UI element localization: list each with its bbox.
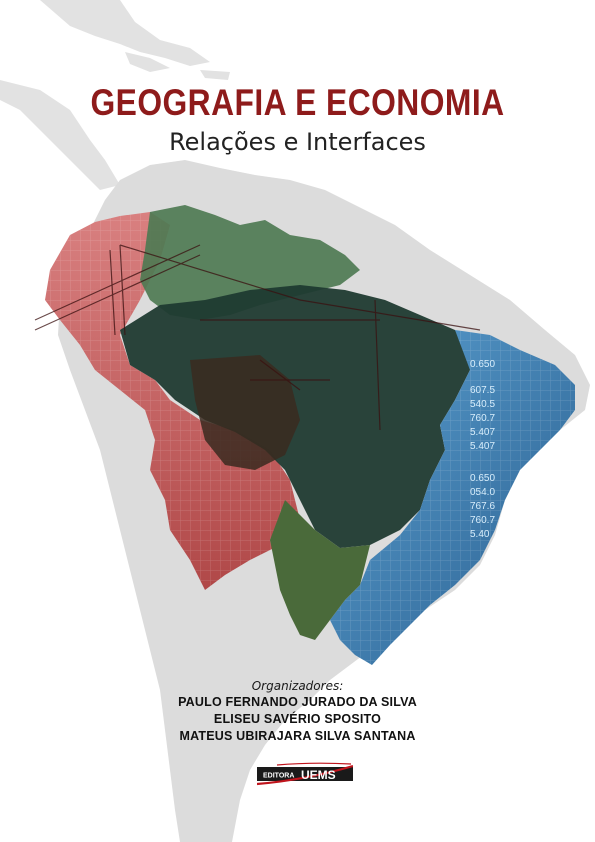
caribbean-islands-shape xyxy=(125,52,230,80)
ticker-value: 0.650 xyxy=(470,359,496,370)
publisher-name: UEMS xyxy=(301,768,336,782)
brazil-region-center xyxy=(120,285,480,548)
publisher-logo: EDITORA UEMS xyxy=(256,762,354,788)
book-title: GEOGRAFIA E ECONOMIA xyxy=(90,82,505,123)
ticker-value: 5.407 xyxy=(470,441,496,452)
construction-crane-illustration xyxy=(34,244,481,431)
stock-ticker-overlay: 0.650 607.5 540.5 760.7 5.407 5.407 0.65… xyxy=(470,358,530,542)
publisher-prefix: EDITORA xyxy=(263,773,294,780)
ticker-value: 607.5 xyxy=(470,385,496,396)
organizers-label: Organizadores: xyxy=(251,679,344,693)
ticker-value: 760.7 xyxy=(470,515,496,526)
brazil-region-south xyxy=(270,500,370,640)
ticker-value: 760.7 xyxy=(470,413,496,424)
central-america-shape xyxy=(40,0,210,66)
ticker-value: 0.650 xyxy=(470,473,496,484)
ticker-value: 5.40 xyxy=(470,529,490,540)
ticker-value: 054.0 xyxy=(470,487,496,498)
central-america-isthmus-shape xyxy=(0,80,120,190)
book-subtitle: Relações e Interfaces xyxy=(169,128,426,156)
organizer-name: PAULO FERNANDO JURADO DA SILVA xyxy=(178,695,417,709)
ticker-value: 5.407 xyxy=(470,427,496,438)
organizers-block: Organizadores: PAULO FERNANDO JURADO DA … xyxy=(140,678,455,745)
publisher-logo-mark: EDITORA UEMS xyxy=(256,762,354,786)
ticker-value: 540.5 xyxy=(470,399,496,410)
ticker-value: 767.6 xyxy=(470,501,496,512)
organizer-name: ELISEU SAVÉRIO SPOSITO xyxy=(213,712,382,726)
organizer-name: MATEUS UBIRAJARA SILVA SANTANA xyxy=(179,729,416,743)
